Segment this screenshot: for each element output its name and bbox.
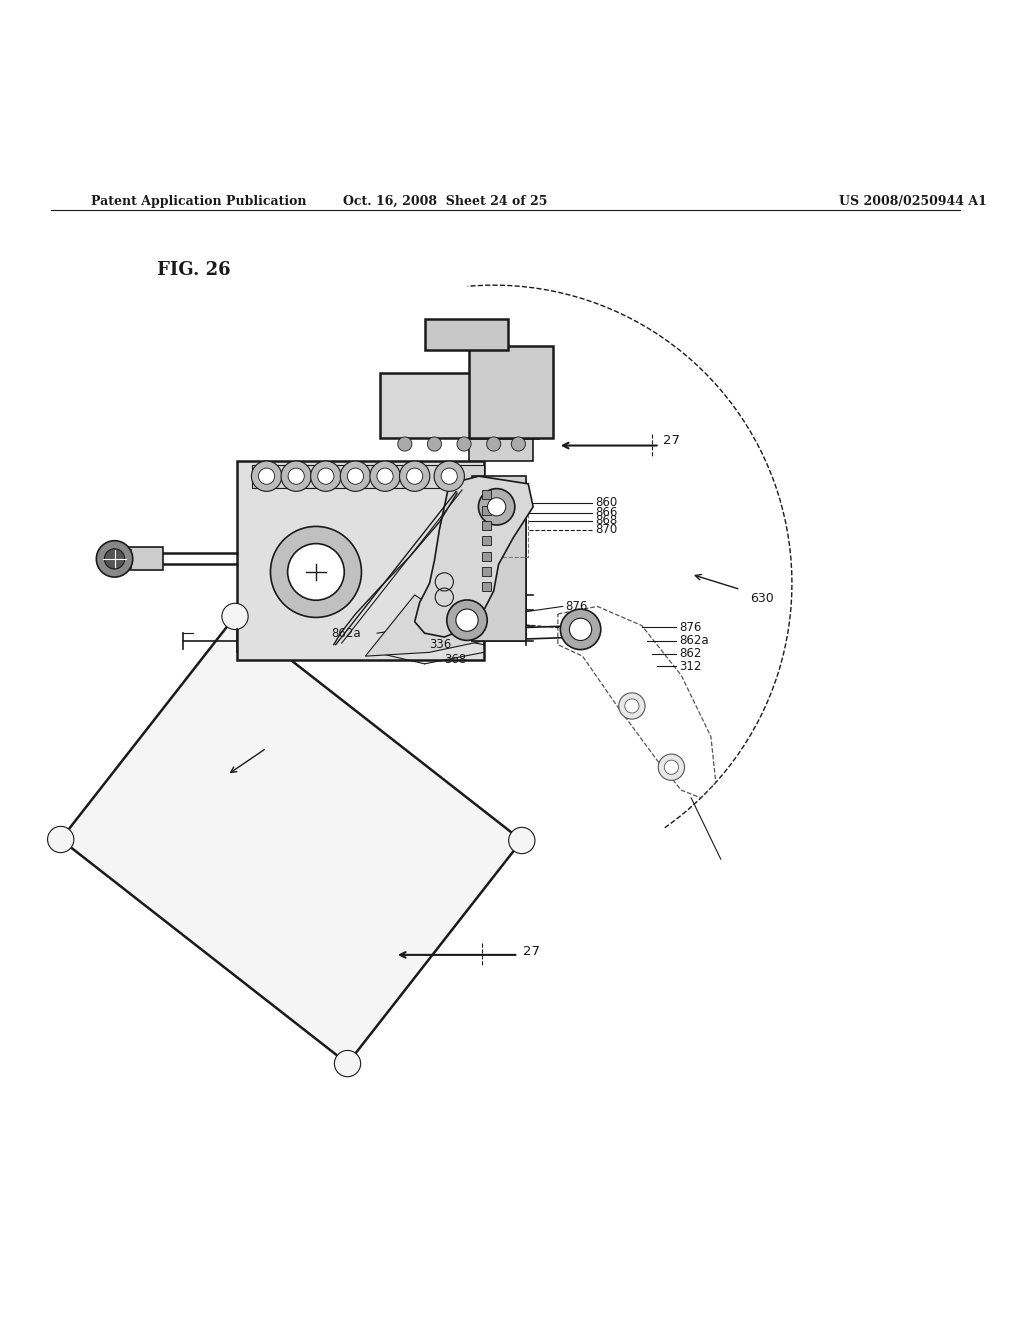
- Text: 860: 860: [595, 496, 617, 510]
- Text: 312: 312: [679, 660, 701, 673]
- Circle shape: [446, 601, 487, 640]
- Circle shape: [486, 437, 501, 451]
- Polygon shape: [366, 595, 483, 656]
- Circle shape: [258, 469, 274, 484]
- Text: 868: 868: [595, 513, 617, 527]
- Circle shape: [658, 754, 684, 780]
- Text: 876: 876: [565, 599, 588, 612]
- Circle shape: [434, 461, 465, 491]
- Bar: [474, 503, 528, 557]
- Circle shape: [347, 469, 364, 484]
- Circle shape: [288, 544, 344, 601]
- Text: 876: 876: [679, 620, 701, 634]
- Circle shape: [335, 1051, 360, 1077]
- Bar: [469, 346, 553, 438]
- Bar: [252, 465, 483, 487]
- Text: FIG. 26: FIG. 26: [157, 260, 230, 279]
- Circle shape: [569, 618, 592, 640]
- Bar: [425, 319, 509, 350]
- Bar: [482, 521, 490, 531]
- Circle shape: [625, 698, 639, 713]
- Bar: [482, 582, 490, 591]
- Circle shape: [441, 469, 458, 484]
- Bar: [128, 546, 163, 570]
- Bar: [482, 506, 490, 515]
- Text: 866: 866: [595, 507, 617, 520]
- Circle shape: [252, 461, 282, 491]
- Circle shape: [456, 609, 478, 631]
- Bar: [98, 549, 131, 568]
- Circle shape: [665, 760, 679, 775]
- Circle shape: [427, 437, 441, 451]
- Bar: [472, 477, 526, 640]
- Bar: [237, 461, 483, 660]
- Circle shape: [509, 828, 535, 854]
- Text: 870: 870: [595, 523, 617, 536]
- Circle shape: [564, 616, 591, 643]
- Circle shape: [570, 622, 585, 636]
- Circle shape: [407, 469, 423, 484]
- Circle shape: [281, 461, 311, 491]
- Circle shape: [288, 469, 304, 484]
- Bar: [482, 536, 490, 545]
- Text: Patent Application Publication: Patent Application Publication: [91, 195, 306, 209]
- Bar: [482, 490, 490, 499]
- Circle shape: [399, 461, 430, 491]
- Circle shape: [560, 609, 601, 649]
- Text: 862a: 862a: [679, 635, 709, 647]
- Circle shape: [104, 549, 125, 569]
- Text: US 2008/0250944 A1: US 2008/0250944 A1: [839, 195, 987, 209]
- Circle shape: [270, 527, 361, 618]
- Bar: [380, 372, 538, 438]
- Circle shape: [478, 488, 515, 525]
- Bar: [482, 552, 490, 561]
- Text: Oct. 16, 2008  Sheet 24 of 25: Oct. 16, 2008 Sheet 24 of 25: [343, 195, 547, 209]
- Circle shape: [370, 461, 400, 491]
- Circle shape: [511, 437, 525, 451]
- Text: 27: 27: [523, 945, 541, 957]
- Circle shape: [317, 469, 334, 484]
- Text: 336: 336: [429, 638, 452, 651]
- Text: 368: 368: [444, 653, 467, 667]
- Circle shape: [487, 498, 506, 516]
- Bar: [482, 566, 490, 576]
- Text: 630: 630: [751, 593, 774, 606]
- Circle shape: [397, 437, 412, 451]
- Text: 27: 27: [664, 434, 681, 446]
- Circle shape: [618, 693, 645, 719]
- Circle shape: [377, 469, 393, 484]
- Polygon shape: [415, 477, 534, 638]
- Circle shape: [310, 461, 341, 491]
- Bar: [469, 438, 534, 461]
- Text: 862: 862: [679, 647, 701, 660]
- Polygon shape: [60, 616, 522, 1064]
- Circle shape: [47, 826, 74, 853]
- Text: 862a: 862a: [331, 627, 360, 640]
- Circle shape: [222, 603, 248, 630]
- Circle shape: [457, 437, 471, 451]
- Circle shape: [96, 541, 133, 577]
- Circle shape: [340, 461, 371, 491]
